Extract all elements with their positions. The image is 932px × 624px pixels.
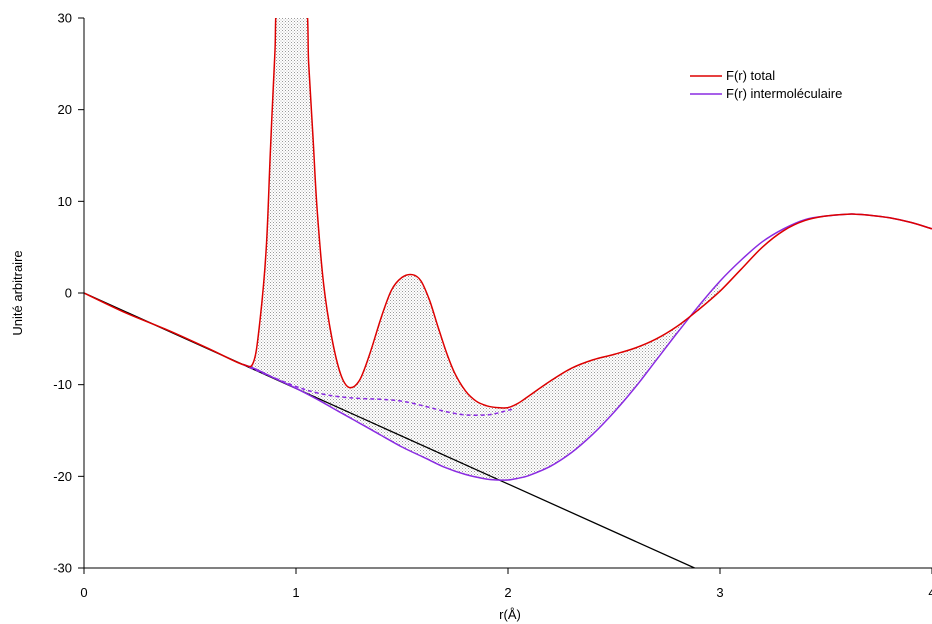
- x-tick-label: 3: [716, 585, 723, 600]
- x-tick-label: 2: [504, 585, 511, 600]
- series-line-intermoleculaire-dashed: [242, 363, 513, 416]
- series-line-total: [84, 18, 932, 409]
- y-tick-label: 0: [65, 286, 72, 301]
- y-tick-label: 10: [58, 194, 72, 209]
- plot-area: [84, 18, 932, 568]
- x-tick-label: 4: [928, 585, 932, 600]
- y-axis-ticks: -30 -20 -10 0 10 20 30: [53, 11, 84, 576]
- y-tick-label: -10: [53, 377, 72, 392]
- y-tick-label: -20: [53, 469, 72, 484]
- shaded-difference-region: [243, 18, 720, 480]
- y-tick-label: 30: [58, 11, 72, 26]
- x-tick-label: 0: [80, 585, 87, 600]
- x-tick-label: 1: [292, 585, 299, 600]
- legend-label-total: F(r) total: [726, 68, 775, 83]
- series-layer: [84, 18, 932, 568]
- y-tick-label: 20: [58, 102, 72, 117]
- y-axis-title: Unité arbitraire: [10, 250, 25, 335]
- y-tick-label: -30: [53, 561, 72, 576]
- legend-label-intermoleculaire: F(r) intermoléculaire: [726, 86, 842, 101]
- x-axis-title: r(Å): [499, 607, 521, 622]
- x-axis-ticks: 0 1 2 3 4: [80, 568, 932, 600]
- series-line-intermoleculaire: [242, 213, 932, 481]
- legend: F(r) total F(r) intermoléculaire: [690, 68, 842, 101]
